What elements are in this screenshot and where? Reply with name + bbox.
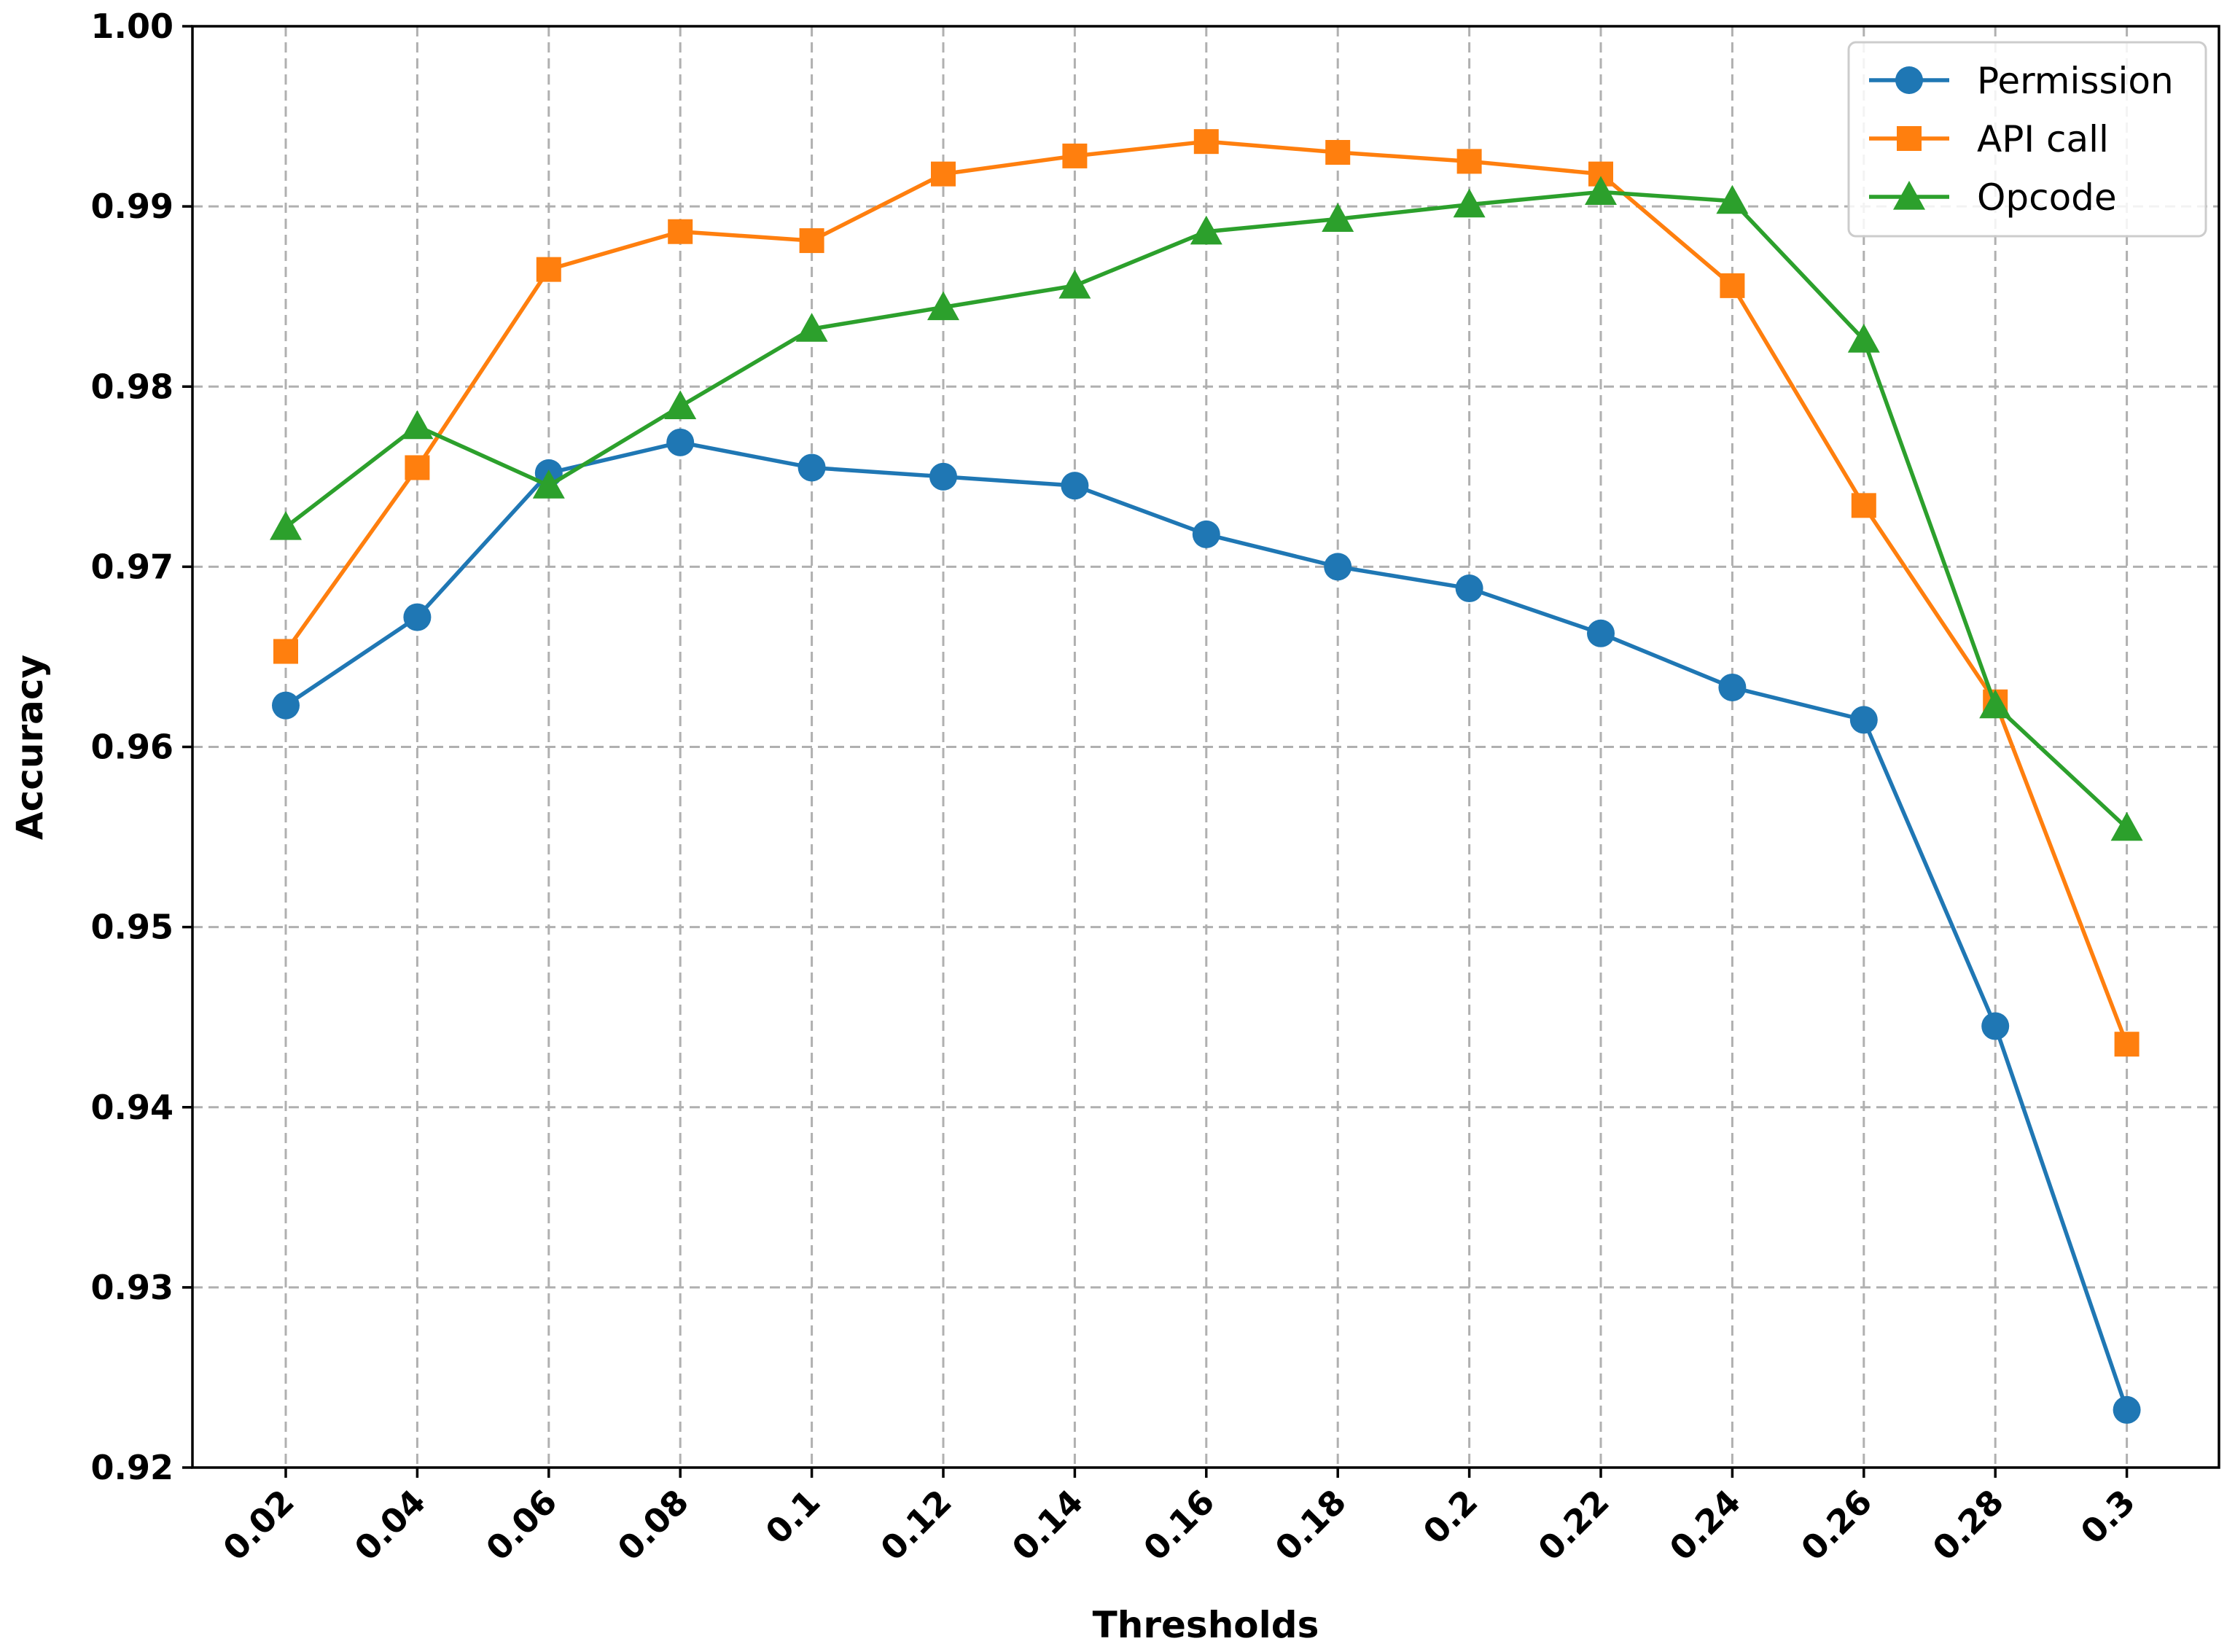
data-point-api-call <box>1720 273 1745 298</box>
x-tick-label: 0.28 <box>1925 1482 2011 1568</box>
y-tick-label: 0.95 <box>91 908 174 947</box>
x-tick-label: 0.3 <box>2073 1482 2143 1552</box>
series-permission <box>272 428 2141 1424</box>
data-point-permission <box>1718 673 1747 701</box>
data-point-opcode <box>1847 323 1880 353</box>
data-point-api-call <box>2114 1032 2140 1057</box>
legend-label-permission: Permission <box>1977 60 2174 102</box>
y-tick-label: 0.97 <box>91 547 174 586</box>
data-point-api-call <box>799 228 824 254</box>
data-point-opcode <box>664 390 697 420</box>
x-tick-label: 0.14 <box>1005 1482 1091 1568</box>
data-point-permission <box>272 691 300 720</box>
x-tick-label: 0.08 <box>610 1482 696 1568</box>
data-point-opcode <box>795 313 828 342</box>
data-point-opcode <box>1585 176 1617 205</box>
x-tick-label: 0.26 <box>1793 1482 1879 1568</box>
data-point-permission <box>1192 520 1220 548</box>
data-point-permission <box>1324 553 1352 581</box>
x-tick-label: 0.2 <box>1416 1482 1486 1552</box>
y-tick-label: 0.94 <box>91 1088 174 1127</box>
y-tick-label: 0.96 <box>91 728 174 767</box>
data-point-api-call <box>536 257 561 282</box>
data-point-api-call <box>931 161 956 187</box>
grid <box>192 26 2219 1468</box>
data-point-api-call <box>1325 139 1351 165</box>
data-point-opcode <box>1979 689 2012 719</box>
y-tick-label: 0.98 <box>91 367 174 406</box>
x-axis-title: Thresholds <box>1093 1604 1319 1646</box>
data-point-api-call <box>1193 129 1219 155</box>
legend-label-opcode: Opcode <box>1977 176 2117 219</box>
legend-marker-permission <box>1895 66 1923 94</box>
x-tick-label: 0.22 <box>1530 1482 1616 1568</box>
legend-marker-opcode <box>1893 181 1925 210</box>
data-point-opcode <box>270 511 302 540</box>
legend-marker-api-call <box>1897 126 1922 151</box>
data-point-opcode <box>1716 184 1749 214</box>
series-opcode <box>270 176 2143 841</box>
x-tick-label: 0.16 <box>1136 1482 1222 1568</box>
y-tick-label: 0.92 <box>91 1448 174 1487</box>
data-point-permission <box>929 462 957 491</box>
y-axis-title: Accuracy <box>9 655 51 840</box>
data-point-permission <box>403 603 432 631</box>
data-point-opcode <box>927 291 959 321</box>
data-point-api-call <box>1062 143 1088 168</box>
y-tick-label: 0.93 <box>91 1268 174 1307</box>
axis-ticks: 0.02 0.04 0.06 0.08 0.1 0.12 0.14 0.16 0.18 0.2 0.… <box>91 7 2143 1568</box>
data-point-permission <box>1061 472 1089 500</box>
x-tick-label: 0.24 <box>1662 1482 1748 1568</box>
data-point-opcode <box>2110 811 2143 841</box>
legend-box <box>1847 41 2207 238</box>
data-point-opcode <box>1322 203 1354 233</box>
data-point-permission <box>1587 619 1615 647</box>
x-tick-label: 0.06 <box>478 1482 564 1568</box>
x-tick-label: 0.12 <box>873 1482 959 1568</box>
data-point-permission <box>1455 574 1483 603</box>
data-point-api-call <box>405 455 430 480</box>
y-tick-label: 1.00 <box>91 7 174 46</box>
data-point-permission <box>666 428 695 456</box>
data-point-permission <box>797 453 826 482</box>
data-point-permission <box>2113 1395 2141 1424</box>
data-point-opcode <box>532 470 565 499</box>
y-tick-label: 0.99 <box>91 187 174 226</box>
data-point-permission <box>1849 706 1878 734</box>
x-tick-label: 0.02 <box>215 1482 301 1568</box>
x-tick-label: 0.1 <box>758 1482 828 1552</box>
data-point-api-call <box>1456 149 1482 174</box>
data-point-opcode <box>1058 269 1091 299</box>
data-point-opcode <box>401 410 434 440</box>
series-layer <box>270 129 2143 1424</box>
data-point-opcode <box>1453 188 1486 218</box>
data-point-permission <box>1981 1012 2010 1040</box>
data-point-api-call <box>273 639 298 664</box>
data-point-api-call <box>1851 493 1876 518</box>
data-point-opcode <box>1190 215 1222 245</box>
legend-label-api-call: API call <box>1977 118 2109 160</box>
legend: Permission API call Opcode <box>1847 41 2207 238</box>
x-tick-label: 0.18 <box>1268 1482 1354 1568</box>
x-tick-label: 0.04 <box>347 1482 433 1568</box>
data-point-api-call <box>668 219 693 244</box>
